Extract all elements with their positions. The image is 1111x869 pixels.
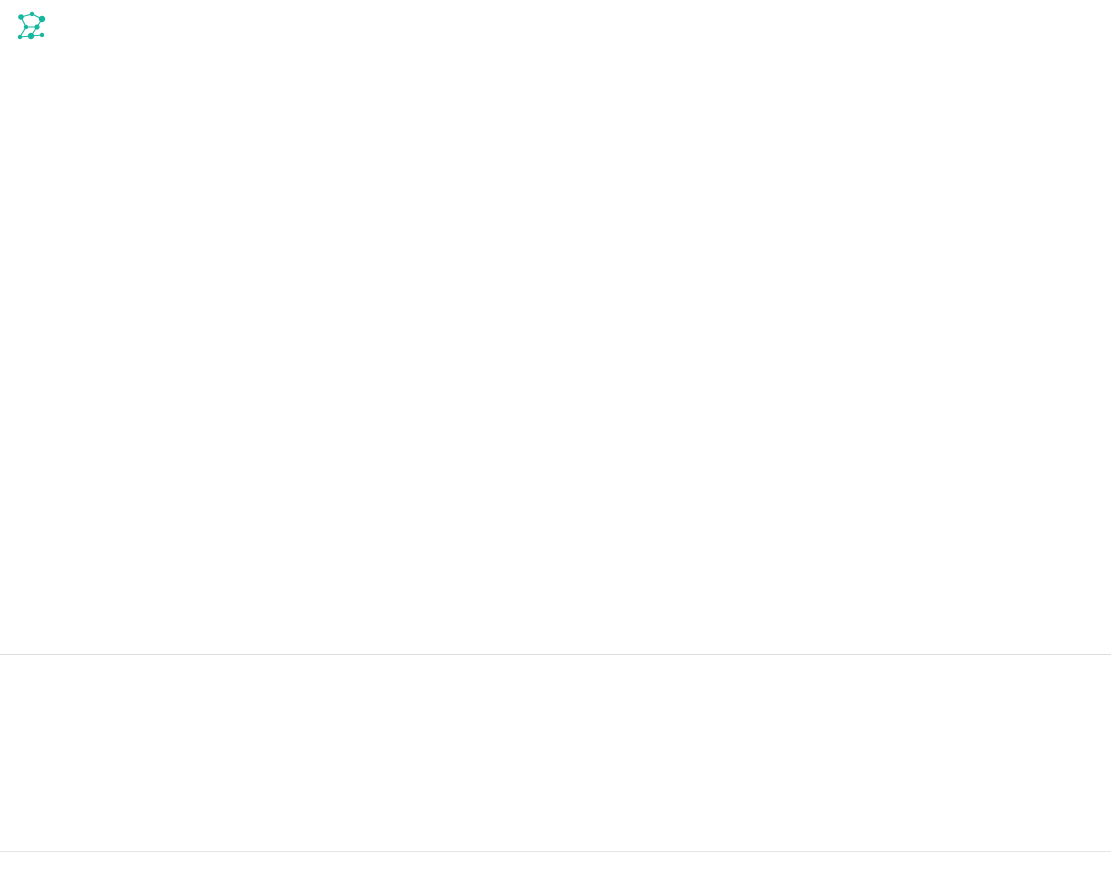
trendspider-logo[interactable] bbox=[14, 10, 56, 46]
trendspider-logo-icon bbox=[17, 11, 46, 40]
app-header bbox=[0, 0, 72, 56]
